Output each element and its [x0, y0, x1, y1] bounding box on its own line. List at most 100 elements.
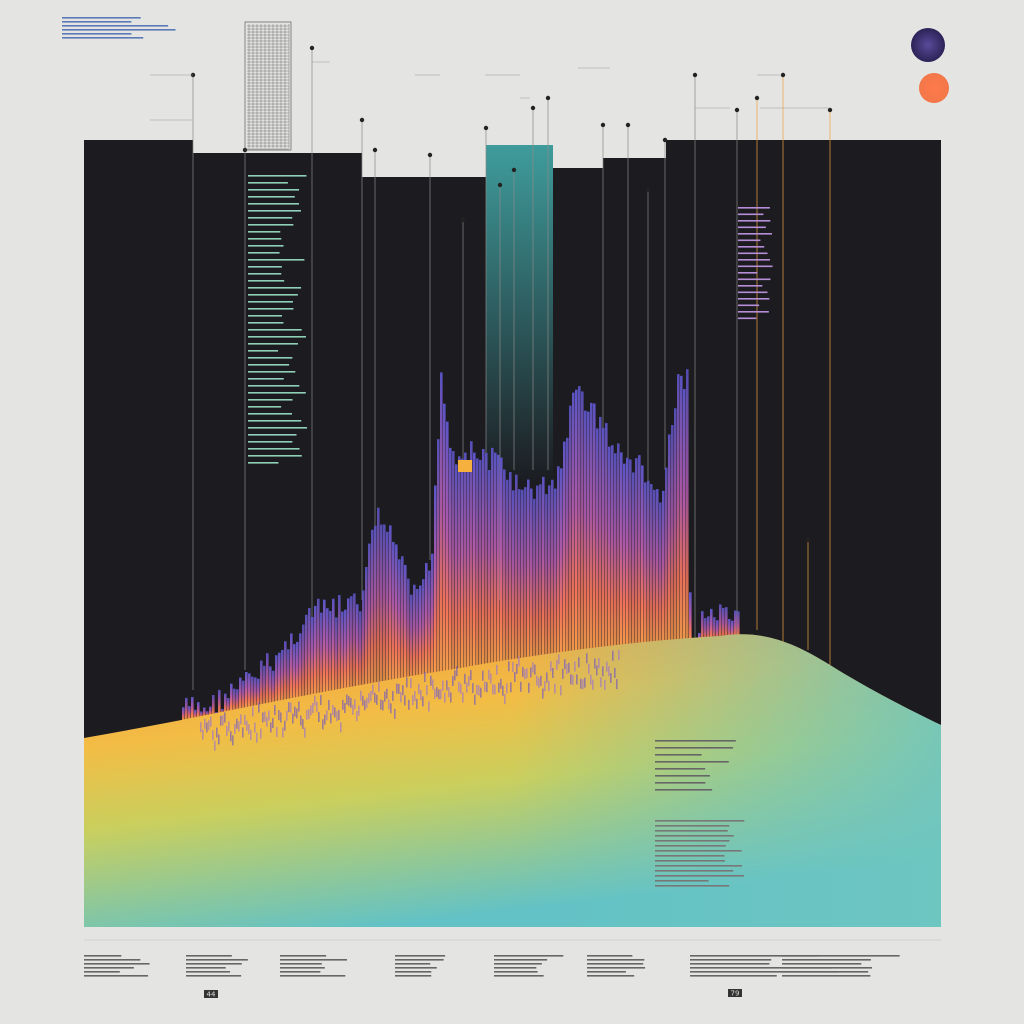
bar-strip	[578, 386, 581, 657]
bar-strip	[398, 559, 401, 682]
text-line	[655, 761, 729, 763]
tree	[598, 658, 600, 669]
text-line	[248, 315, 282, 317]
tree	[238, 721, 240, 732]
bar-strip	[248, 673, 251, 709]
bar-strip	[197, 702, 200, 718]
tree	[416, 698, 418, 709]
text-line	[690, 967, 831, 969]
bar-strip	[251, 676, 254, 708]
bar-strip	[443, 403, 446, 674]
guide-lines	[150, 45, 941, 807]
bar-strip	[461, 458, 464, 668]
tree	[226, 726, 228, 737]
guide-dot	[600, 122, 606, 128]
bar-strip	[383, 524, 386, 685]
tree	[542, 688, 544, 699]
tree	[578, 657, 580, 668]
bar-strip	[359, 611, 362, 689]
bar-strip	[284, 641, 287, 702]
bar-strip	[326, 608, 329, 695]
bar-strip	[716, 620, 719, 643]
bar-strip	[188, 706, 191, 720]
bar-strip	[425, 563, 428, 677]
tree	[448, 687, 450, 698]
bar-strip	[233, 688, 236, 712]
text-line	[738, 233, 772, 235]
tree	[526, 668, 528, 679]
bar-strip	[224, 693, 227, 713]
tree	[456, 666, 458, 677]
tree	[228, 721, 230, 732]
text-line	[395, 955, 446, 957]
text-line	[655, 875, 744, 877]
tree	[394, 708, 396, 719]
text-line	[782, 975, 871, 977]
text-line	[248, 175, 307, 177]
tree	[430, 675, 432, 686]
tree	[322, 719, 324, 730]
tree	[386, 688, 388, 699]
tree	[280, 712, 282, 723]
bar-strip	[482, 449, 485, 666]
text-line	[248, 308, 294, 310]
tree	[402, 685, 404, 696]
tree	[536, 675, 538, 686]
text-line	[655, 855, 725, 857]
tree	[338, 709, 340, 720]
text-line	[248, 322, 284, 324]
text-line	[587, 975, 635, 977]
tree	[548, 680, 550, 691]
bar-strip	[554, 488, 557, 659]
tree	[424, 671, 426, 682]
text-line	[782, 967, 873, 969]
bar-strip	[377, 507, 380, 686]
tree	[502, 685, 504, 696]
tree	[428, 701, 430, 712]
bar-strip	[218, 689, 221, 714]
text-line	[248, 350, 279, 352]
tree	[392, 690, 394, 701]
tree	[446, 680, 448, 691]
bar-strip	[341, 611, 344, 692]
tree	[528, 682, 530, 693]
bar-strip	[230, 683, 233, 712]
accent	[458, 460, 472, 472]
tree	[594, 658, 596, 669]
text-line	[690, 963, 770, 965]
bar-strip	[305, 614, 308, 699]
text-line	[248, 196, 295, 198]
text-line	[395, 971, 432, 973]
text-line	[248, 273, 282, 275]
bar-strip	[365, 566, 368, 688]
tree	[356, 711, 358, 722]
text-line	[782, 959, 871, 961]
bar-strip	[734, 610, 737, 641]
text-line	[738, 272, 758, 274]
bar-strip	[362, 590, 365, 688]
tree	[618, 649, 620, 660]
tree	[286, 710, 288, 721]
tree	[264, 711, 266, 722]
text-line	[248, 392, 306, 394]
bar-strip	[260, 660, 263, 707]
tree	[256, 732, 258, 743]
text-line	[248, 406, 282, 408]
tree	[584, 677, 586, 688]
guide-dot	[662, 137, 668, 143]
tree	[310, 705, 312, 716]
tree	[306, 709, 308, 720]
page-box	[204, 990, 218, 998]
text-line	[248, 371, 296, 373]
bar-strip	[389, 525, 392, 684]
tree	[540, 675, 542, 686]
tree	[426, 685, 428, 696]
tree	[214, 740, 216, 751]
text-line	[248, 231, 281, 233]
guide-dot	[427, 152, 433, 158]
bar-strip	[296, 641, 299, 700]
tree	[240, 714, 242, 725]
text-line	[738, 220, 771, 222]
bar-strip	[545, 494, 548, 660]
bar-strip	[437, 439, 440, 675]
